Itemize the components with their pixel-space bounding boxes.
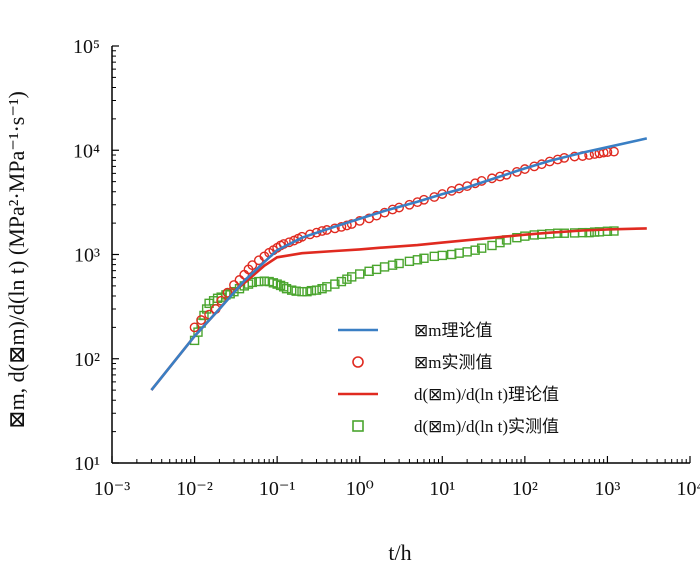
y-tick-label: 10⁵ — [73, 36, 100, 58]
data-point-circle — [609, 146, 619, 157]
x-tick-label: 10⁻³ — [94, 478, 131, 500]
x-tick-label: 10⁰ — [346, 478, 374, 500]
x-tick-label: 10³ — [594, 478, 620, 500]
x-tick-label: 10¹ — [429, 478, 455, 500]
tick-labels: 10⁻³ 10⁻² 10⁻¹ 10⁰ 10¹ 10² 10³ 10⁴ 10¹ 10² 10³ 10⁴ 1… — [73, 36, 700, 500]
data-point-circle — [247, 260, 258, 271]
data-point-square — [609, 226, 619, 236]
series-line-2 — [150, 227, 647, 391]
data-point-circle — [495, 171, 505, 182]
data-point-square — [201, 304, 212, 314]
y-tick-label: 10⁴ — [73, 140, 100, 162]
data-point-square — [317, 283, 327, 294]
legend-item: ⊠m实测值 — [352, 353, 492, 372]
x-tick-label: 10⁴ — [677, 478, 700, 500]
legend-label: d(⊠m)/d(ln t)实测值 — [414, 417, 559, 436]
axes — [111, 46, 690, 464]
data-point-square — [602, 226, 613, 236]
data-point-square — [254, 276, 264, 287]
data-point-square — [306, 285, 317, 296]
data-point-square — [437, 250, 447, 261]
x-tick-label: 10⁻² — [176, 478, 213, 500]
ticks — [111, 45, 691, 464]
data-point-square — [229, 286, 239, 297]
data-point-circle — [346, 219, 357, 229]
data-point-square — [259, 276, 270, 286]
data-point-square — [577, 227, 588, 238]
data-point-circle — [189, 322, 200, 333]
data-point-square — [297, 286, 307, 297]
data-point-square — [476, 243, 487, 253]
data-point-square — [311, 285, 322, 295]
data-point-square — [355, 269, 365, 279]
data-point-square — [470, 245, 480, 255]
x-tick-label: 10² — [512, 478, 538, 500]
legend-label: d(⊠m)/d(ln t)理论值 — [414, 385, 559, 404]
legend-label: ⊠m理论值 — [414, 321, 492, 340]
data-point-square — [462, 247, 472, 257]
data-point-circle — [229, 280, 239, 290]
legend: ⊠m理论值 ⊠m实测值 d(⊠m)/d(ln t)理论值 d(⊠m)/d(ln t)实… — [338, 321, 559, 436]
data-point-square — [342, 274, 352, 284]
data-point-square — [487, 240, 497, 251]
data-point-circle — [196, 315, 207, 325]
x-tick-label: 10⁻¹ — [259, 478, 296, 500]
y-tick-label: 10³ — [74, 245, 100, 267]
legend-item: ⊠m理论值 — [338, 321, 492, 340]
series-line-0 — [150, 137, 648, 391]
y-axis-title: ⊠m, d(⊠m)/d(ln t) (MPa²·MPa⁻¹·s⁻¹) — [4, 91, 29, 429]
legend-item: d(⊠m)/d(ln t)理论值 — [338, 385, 559, 404]
data-point-square — [412, 255, 423, 265]
legend-item: d(⊠m)/d(ln t)实测值 — [352, 417, 559, 436]
data-point-square — [404, 256, 415, 267]
data-point-square — [247, 277, 257, 288]
y-tick-label: 10² — [74, 349, 100, 371]
data-point-square — [589, 227, 600, 237]
data-point-square — [379, 262, 390, 272]
data-point-square — [291, 286, 301, 296]
data-point-square — [330, 279, 340, 289]
data-point-square — [336, 276, 347, 287]
legend-circle-marker — [352, 356, 364, 368]
data-point-square — [429, 251, 439, 262]
data-point-square — [495, 237, 505, 248]
data-point-square — [281, 283, 292, 294]
data-point-square — [387, 260, 398, 270]
data-point-square — [419, 253, 429, 263]
y-tick-label: 10¹ — [74, 453, 100, 475]
legend-label: ⊠m实测值 — [414, 353, 492, 372]
data-point-square — [275, 280, 286, 291]
x-axis-title: t/h — [388, 540, 411, 565]
data-point-square — [584, 227, 594, 238]
data-point-square — [216, 292, 226, 302]
data-point-square — [394, 258, 404, 269]
legend-square-marker — [352, 420, 364, 432]
plot-area — [150, 137, 648, 391]
data-point-square — [347, 272, 357, 282]
